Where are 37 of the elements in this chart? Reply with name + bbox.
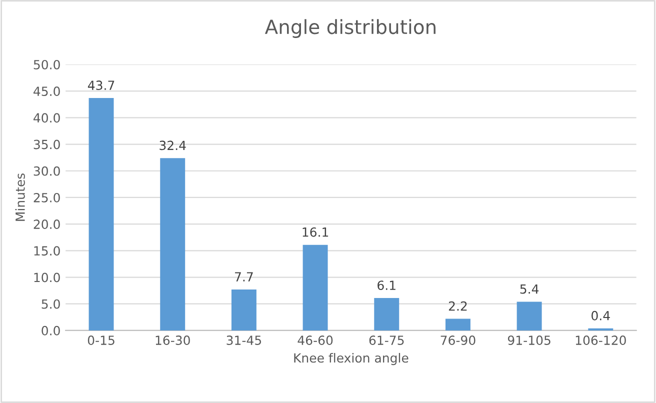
x-tick-label: 76-90	[440, 336, 476, 345]
bar	[516, 302, 542, 330]
x-tick-label: 31-45	[226, 336, 262, 345]
x-tick-label: 106-120	[576, 336, 626, 345]
data-label: 0.4	[592, 310, 610, 320]
y-tick-label: 30.0	[34, 166, 60, 176]
bar	[231, 290, 256, 330]
x-tick-label: 16-30	[156, 336, 190, 345]
y-axis-title: Minutes	[15, 173, 25, 221]
bar	[374, 298, 400, 330]
data-label: 7.7	[235, 272, 253, 282]
bar	[160, 158, 186, 330]
x-tick-label: 0-15	[88, 336, 114, 345]
y-tick-label: 40.0	[34, 113, 60, 123]
x-tick-label: 91-105	[508, 336, 550, 345]
y-tick-label: 10.0	[34, 272, 60, 282]
bar	[302, 244, 328, 330]
data-label: 16.1	[302, 227, 328, 237]
x-tick-label: 61-75	[369, 336, 404, 345]
y-tick-label: 0.0	[42, 326, 60, 336]
x-axis-title: Knee flexion angle	[294, 352, 408, 366]
bar	[445, 318, 470, 330]
bar	[88, 98, 114, 330]
data-label: 5.4	[520, 284, 539, 294]
data-label: 6.1	[378, 280, 396, 290]
y-tick-label: 50.0	[34, 60, 60, 70]
chart-title: Angle distribution	[264, 19, 436, 38]
y-tick-label: 20.0	[34, 220, 60, 229]
data-label: 43.7	[88, 80, 114, 90]
y-tick-label: 45.0	[34, 86, 60, 96]
data-label: 32.4	[160, 140, 186, 150]
y-tick-label: 5.0	[42, 299, 60, 309]
x-tick-label: 46-60	[298, 336, 333, 345]
y-tick-label: 15.0	[34, 246, 60, 256]
y-tick-label: 35.0	[34, 140, 60, 150]
data-label: 2.2	[448, 301, 467, 311]
y-tick-label: 25.0	[34, 192, 60, 202]
